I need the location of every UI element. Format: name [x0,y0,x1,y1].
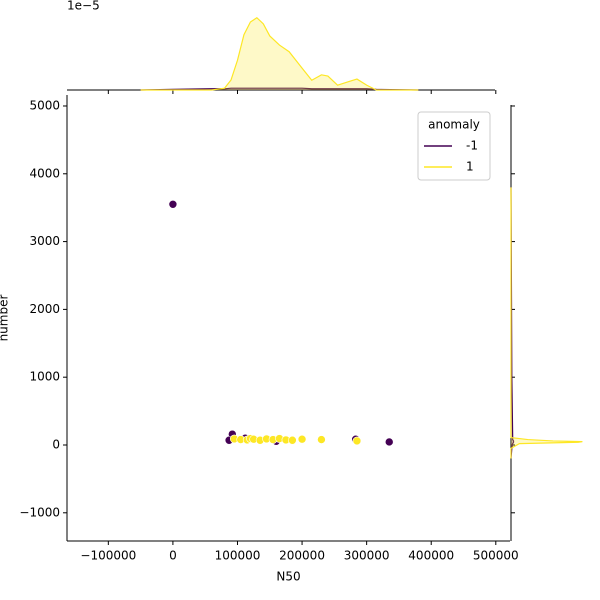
point [168,199,178,209]
density-area [140,17,419,90]
density-line [140,87,419,91]
y-tick-label: 3000 [29,234,60,248]
x-axis-label: N50 [276,570,300,584]
y-tick-label: 2000 [29,302,60,316]
legend-title: anomaly [428,118,480,132]
x-tick-label: 500000 [473,549,519,563]
x-tick-label: −100000 [80,549,136,563]
y-tick-label: 1000 [29,370,60,384]
legend: anomaly -1 1 [417,111,491,181]
density-line [140,16,419,91]
density-area [511,187,583,459]
x-tick-label: 100000 [215,549,261,563]
point [384,437,394,447]
y-tick-label: 4000 [29,166,60,180]
y-axis-label: number [0,295,11,342]
y-tick-label: 0 [52,437,60,451]
point [352,436,362,446]
y-tick-label: −1000 [19,505,60,519]
point [297,434,307,444]
x-tick-label: 200000 [279,549,325,563]
legend-label: 1 [466,160,474,174]
point [288,435,297,445]
density-line [510,187,583,459]
x-tick-label: 400000 [408,549,454,563]
x-tick-label: 300000 [344,549,390,563]
density-line [510,187,515,459]
legend-box [417,111,491,181]
legend-label: -1 [466,139,478,153]
point [317,435,326,444]
x-tick-label: 0 [169,549,177,563]
offset-label: 1e−5 [67,0,100,13]
y-tick-label: 5000 [29,98,60,112]
